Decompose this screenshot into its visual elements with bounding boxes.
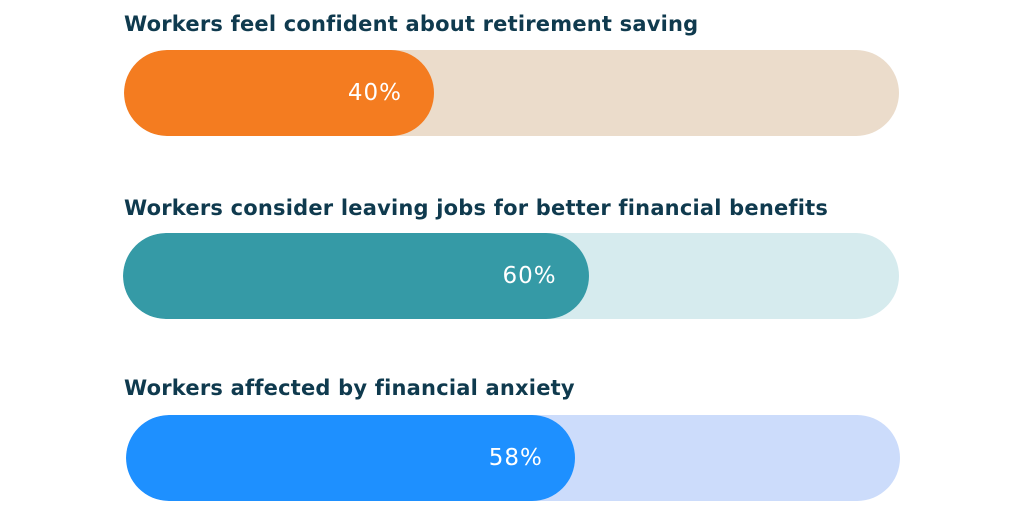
bar-fill [126, 415, 575, 501]
bar-fill [124, 50, 434, 136]
bar-label: Workers affected by financial anxiety [124, 376, 575, 400]
bar-track: 60% [123, 233, 899, 319]
bar-label: Workers consider leaving jobs for better… [124, 196, 829, 220]
bar-fill [123, 233, 589, 319]
bar-value-label: 40% [347, 80, 402, 106]
bar-label: Workers feel confident about retirement … [124, 12, 699, 36]
bar-track: 40% [124, 50, 899, 136]
bar-track: 58% [126, 415, 900, 501]
bar-value-label: 60% [502, 263, 557, 289]
bar-value-label: 58% [488, 445, 543, 471]
